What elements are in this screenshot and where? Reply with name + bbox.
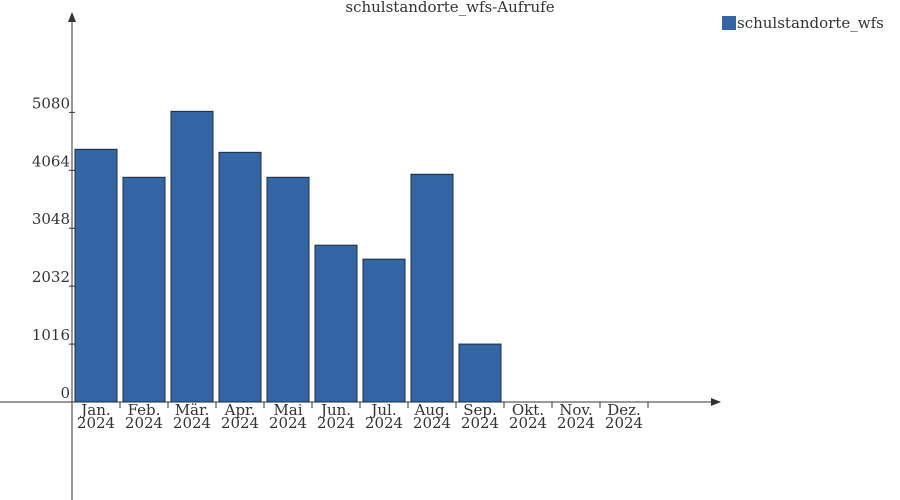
x-tick-label: Jul. [369,401,396,419]
x-tick-label: Apr. [224,401,256,419]
x-tick-label: Okt. [512,401,544,419]
x-tick-label: 2024 [509,414,547,432]
legend-label: schulstandorte_wfs [737,14,884,32]
y-tick-label: 3048 [32,210,70,228]
x-tick-label: 2024 [269,414,307,432]
chart-title: schulstandorte_wfs-Aufrufe [345,0,554,16]
y-tick-label: 0 [60,384,70,402]
x-tick-label: 2024 [221,414,259,432]
x-tick-label: 2024 [413,414,451,432]
x-tick-label: 2024 [605,414,643,432]
y-tick-label: 1016 [32,326,70,344]
bar [218,151,262,403]
x-tick-label: 2024 [173,414,211,432]
x-tick-label: Sep. [463,401,497,419]
x-tick-label: 2024 [125,414,163,432]
y-tick-label: 5080 [32,94,70,112]
bar [410,173,454,403]
bar [458,343,502,403]
legend-swatch [722,16,736,30]
x-axis-arrow [711,398,721,406]
x-tick-label: Nov. [559,401,593,419]
x-tick-label: 2024 [461,414,499,432]
x-tick-label: 2024 [317,414,355,432]
x-tick-label: Feb. [128,401,161,419]
y-tick-label: 2032 [32,268,70,286]
bar [74,148,118,403]
bar [314,244,358,403]
bar [170,110,214,403]
x-tick-label: Dez. [607,401,641,419]
x-tick-label: 2024 [77,414,115,432]
x-tick-label: 2024 [365,414,403,432]
x-tick-label: Mai [273,401,302,419]
x-tick-label: 2024 [557,414,595,432]
x-tick-label: Jun. [319,401,351,419]
x-tick-label: Mär. [175,401,210,419]
bar [362,258,406,403]
x-tick-label: Aug. [414,401,450,419]
y-tick-label: 4064 [32,152,70,170]
bar [122,176,166,403]
bar [266,176,310,403]
y-axis-arrow [68,12,76,22]
x-tick-label: Jan. [79,401,110,419]
